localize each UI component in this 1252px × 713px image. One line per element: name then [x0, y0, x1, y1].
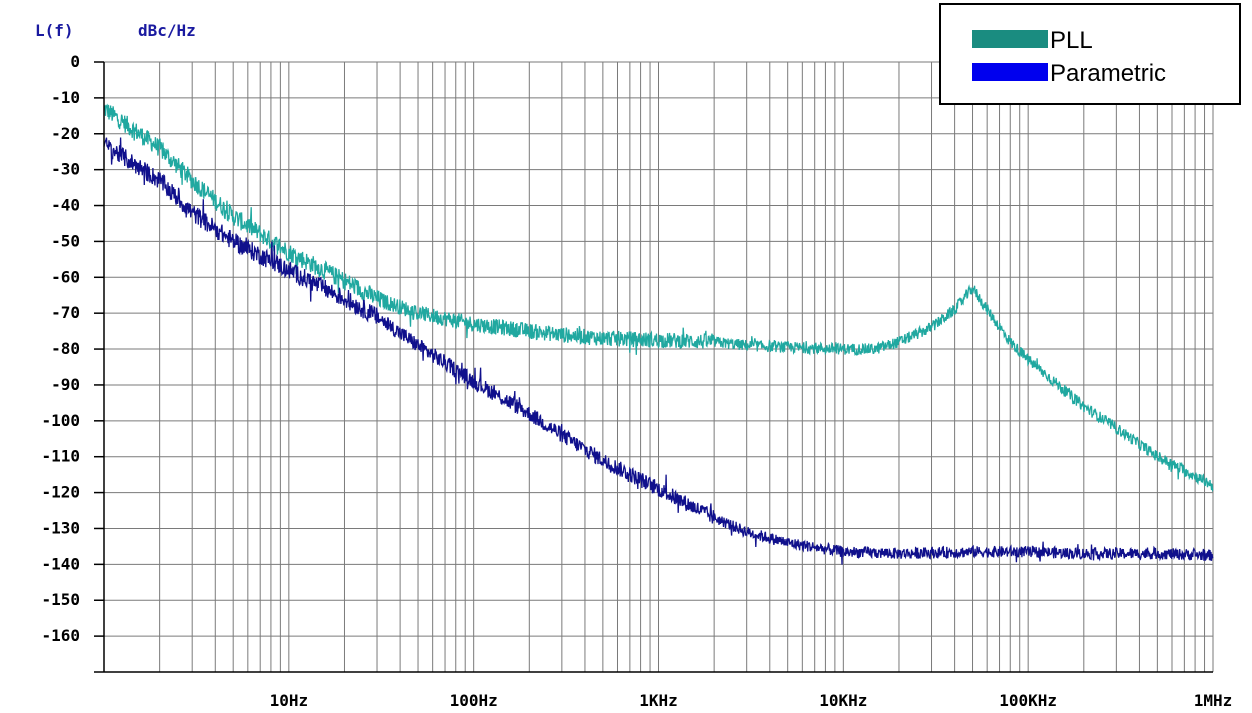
- y-tick-label: -20: [51, 124, 80, 143]
- y-tick-labels: 0 -10 -20 -30 -40 -50 -60 -70 -80 -90 -100 -110 -120…: [41, 52, 80, 645]
- legend-label-pll: PLL: [1050, 27, 1093, 54]
- y-tick-label: 0: [70, 52, 80, 71]
- y-tick-label: -150: [41, 590, 80, 609]
- axes: [94, 61, 1213, 673]
- legend-label-parametric: Parametric: [1050, 60, 1166, 87]
- y-tick-label: -30: [51, 160, 80, 179]
- legend-swatch-pll: [972, 30, 1048, 48]
- x-tick-label: 1MHz: [1194, 691, 1233, 710]
- y-tick-label: -130: [41, 518, 80, 537]
- y-tick-label: -110: [41, 447, 80, 466]
- series-layer: [103, 103, 1214, 565]
- grid: [103, 61, 1214, 673]
- y-tick-label: -50: [51, 231, 80, 250]
- y-tick-label: -90: [51, 375, 80, 394]
- y-axis-label: L(f): [35, 21, 74, 40]
- legend-swatch-parametric: [972, 63, 1048, 81]
- x-tick-label: 100Hz: [450, 691, 498, 710]
- y-tick-label: -100: [41, 411, 80, 430]
- y-axis-unit: dBc/Hz: [138, 21, 196, 40]
- y-tick-label: -10: [51, 88, 80, 107]
- x-tick-label: 1KHz: [639, 691, 678, 710]
- series-line-parametric: [103, 137, 1214, 565]
- y-tick-label: -160: [41, 626, 80, 645]
- y-tick-label: -120: [41, 483, 80, 502]
- x-tick-label: 100KHz: [999, 691, 1057, 710]
- series-line-pll: [103, 103, 1214, 493]
- y-tick-label: -60: [51, 267, 80, 286]
- y-tick-label: -80: [51, 339, 80, 358]
- y-tick-label: -40: [51, 196, 80, 215]
- y-tick-label: -140: [41, 554, 80, 573]
- legend: PLL Parametric: [939, 3, 1241, 105]
- legend-box: [939, 3, 1241, 105]
- x-tick-labels: 10Hz 100Hz 1KHz 10KHz 100KHz 1MHz: [270, 691, 1233, 710]
- x-tick-label: 10KHz: [819, 691, 867, 710]
- x-tick-label: 10Hz: [270, 691, 309, 710]
- y-tick-label: -70: [51, 303, 80, 322]
